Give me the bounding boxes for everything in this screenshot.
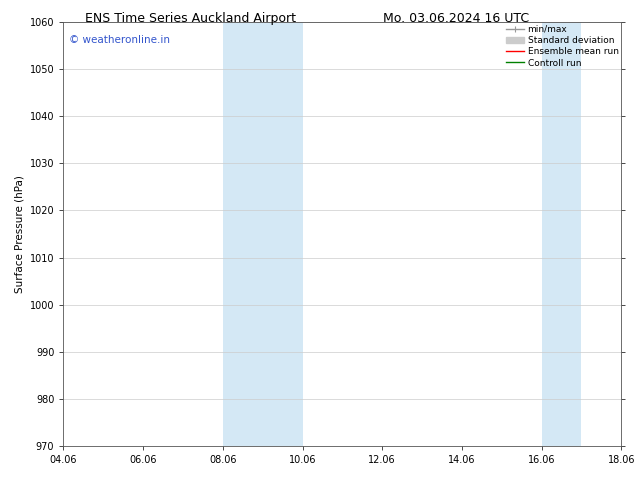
Y-axis label: Surface Pressure (hPa): Surface Pressure (hPa) [14,175,24,293]
Text: © weatheronline.in: © weatheronline.in [69,35,170,45]
Text: Mo. 03.06.2024 16 UTC: Mo. 03.06.2024 16 UTC [384,12,529,25]
Bar [541,22,581,446]
Legend: min/max, Standard deviation, Ensemble mean run, Controll run: min/max, Standard deviation, Ensemble me… [506,25,619,68]
Text: ENS Time Series Auckland Airport: ENS Time Series Auckland Airport [85,12,295,25]
Bar [223,22,302,446]
